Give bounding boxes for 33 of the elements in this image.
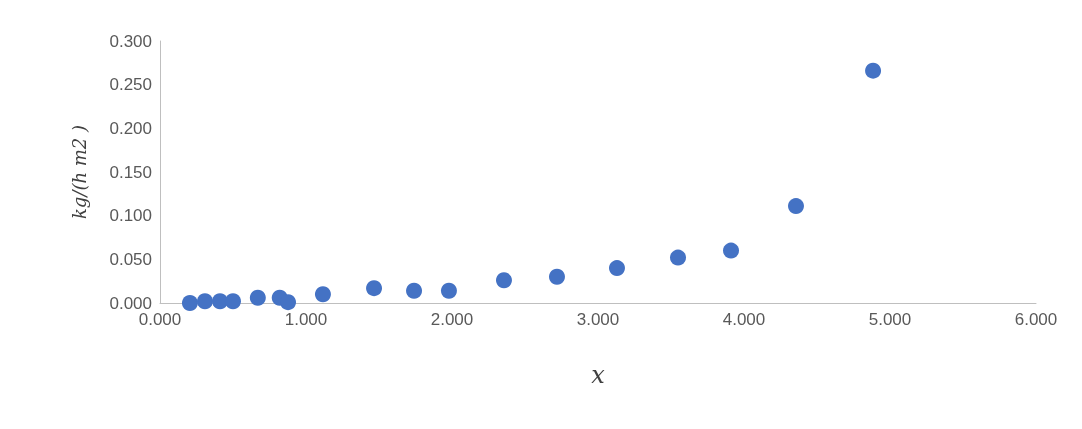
y-tick-label: 0.200 (109, 118, 152, 138)
point (865, 62, 882, 79)
point (406, 282, 423, 299)
x-tick-label: 5.000 (868, 310, 912, 329)
y-tick-label: 0.250 (109, 75, 152, 95)
point (366, 280, 383, 297)
y-tick-label: 0.100 (109, 206, 152, 226)
point (280, 294, 297, 311)
x-tick-label: 6.000 (1014, 310, 1058, 329)
point (249, 289, 266, 306)
point (787, 198, 804, 215)
point (723, 242, 740, 259)
point (181, 295, 198, 311)
point (670, 249, 687, 266)
point (495, 272, 512, 289)
x-tick-label: 1.000 (284, 310, 328, 329)
y-tick-label: 0.050 (109, 249, 152, 269)
x-tick-label: 0.000 (138, 310, 182, 329)
point (225, 293, 241, 310)
point (196, 293, 213, 310)
x-tick-label: 3.000 (576, 310, 620, 329)
x-tick-label: 4.000 (722, 310, 766, 329)
y-axis-title: kg/(h m2 ) (68, 124, 90, 220)
y-tick-label: 0.150 (109, 162, 152, 182)
point (440, 282, 457, 299)
y-tick-label: 0.000 (109, 293, 152, 313)
point (212, 293, 229, 310)
point (609, 260, 625, 277)
point (548, 268, 565, 285)
point (314, 286, 331, 303)
x-tick-label: 2.000 (430, 310, 474, 329)
y-tick-label: 0.300 (109, 31, 152, 51)
x-axis-title: x (591, 361, 606, 389)
